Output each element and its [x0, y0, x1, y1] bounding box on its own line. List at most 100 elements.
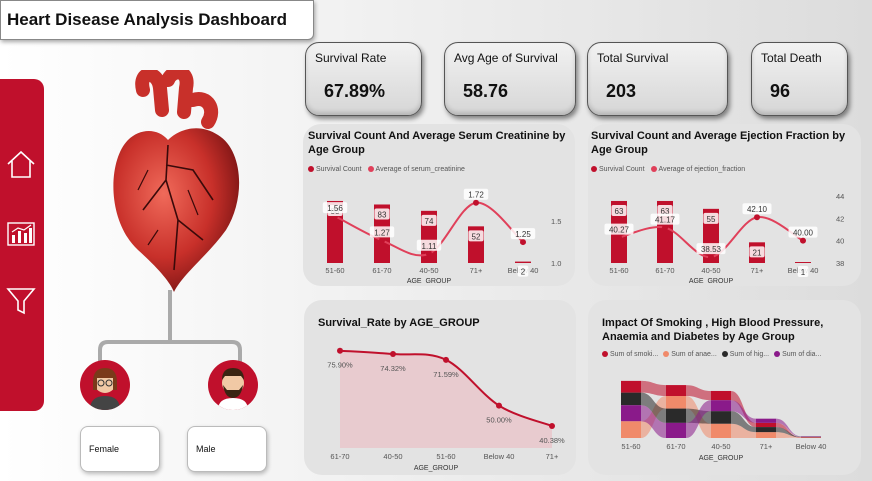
ribbon-bar	[621, 405, 641, 422]
data-label: 74.32%	[380, 364, 406, 373]
kpi-label: Survival Rate	[315, 51, 387, 65]
male-card[interactable]: Male	[187, 426, 267, 472]
chart-title: Survival Count and Average Ejection Frac…	[591, 130, 846, 156]
ribbon-bar	[666, 422, 686, 438]
ribbon	[776, 427, 801, 438]
chart-panel-creatinine: Survival Count And Average Serum Creatin…	[303, 124, 575, 286]
data-label: 38.53	[701, 245, 722, 254]
bar	[795, 262, 811, 263]
ribbon-bar	[711, 411, 731, 424]
male-avatar	[208, 360, 258, 410]
data-label: 2	[521, 268, 526, 277]
kpi-value: 96	[770, 81, 791, 101]
legend-label: Sum of anae...	[671, 351, 717, 358]
ribbon	[776, 432, 801, 438]
x-tick-label: 61-70	[655, 266, 674, 275]
x-tick-label: Below 40	[796, 442, 827, 451]
y2-tick-label: 1.5	[551, 217, 561, 226]
male-label: Male	[196, 444, 216, 454]
kpi-label: Total Death	[761, 51, 822, 65]
filter-icon[interactable]	[4, 283, 38, 317]
data-label-bg	[517, 265, 529, 277]
kpi-label: Avg Age of Survival	[454, 51, 558, 65]
kpi-label: Total Survival	[597, 51, 669, 65]
kpi-survival-rate: Survival Rate 67.89%	[305, 42, 422, 116]
female-label: Female	[89, 444, 120, 454]
kpi-value: 58.76	[463, 81, 509, 101]
kpi-total-survival: Total Survival 203	[587, 42, 728, 116]
data-label-bg	[369, 226, 395, 238]
legend-item: Average of ejection_fraction	[658, 166, 746, 173]
data-label: 1.11	[422, 242, 438, 251]
data-label: 40.00	[793, 229, 814, 238]
y2-tick-label: 40	[836, 237, 844, 246]
chart-title: Survival_Rate by AGE_GROUP	[318, 317, 480, 329]
data-label: 63	[615, 207, 624, 216]
ribbon-bar	[666, 385, 686, 396]
data-label: 75.90%	[327, 361, 353, 370]
legend-item: Sum of anae...	[663, 351, 717, 358]
data-label-bg	[611, 204, 627, 216]
legend-dot	[721, 351, 728, 358]
y2-tick-label: 42	[836, 214, 844, 223]
ribbon	[686, 400, 711, 438]
data-label: 52	[472, 232, 481, 241]
data-label-bg	[749, 246, 765, 258]
chart-panel-ejection: Survival Count and Average Ejection Frac…	[588, 124, 861, 286]
data-label: 40.27	[609, 226, 630, 235]
legend-item: Sum of dia...	[774, 351, 821, 358]
data-label: 83	[378, 210, 387, 219]
ribbon-bar	[756, 422, 776, 428]
y2-tick-label: 1.0	[551, 259, 561, 268]
ribbon-bar	[666, 396, 686, 409]
data-label-bg	[696, 243, 726, 255]
data-label-bg	[657, 204, 673, 216]
x-tick-label: 51-60	[609, 266, 628, 275]
x-tick-label: 40-50	[419, 266, 438, 275]
x-tick-label: 51-60	[436, 452, 455, 461]
female-avatar	[80, 360, 130, 410]
bar	[515, 261, 531, 263]
heart-illustration	[113, 70, 240, 292]
chart-legend: Survival Count Average of serum_creatini…	[308, 166, 465, 173]
ribbon	[776, 418, 801, 437]
x-tick-label: 40-50	[711, 442, 730, 451]
data-label: 55	[707, 215, 716, 224]
line-point	[337, 347, 343, 354]
data-label: 42.10	[747, 205, 768, 214]
legend-dot	[663, 351, 670, 358]
data-label: 1.27	[374, 228, 390, 237]
chart-icon[interactable]	[4, 217, 38, 251]
ribbon	[731, 423, 756, 438]
line-point	[379, 237, 385, 244]
data-label: 74	[425, 217, 434, 226]
x-tick-label: 51-60	[621, 442, 640, 451]
ribbon-chart: 51-60 61-70 40-50 71+ Below 40 AGE_GROUP	[621, 380, 827, 462]
ribbon	[641, 392, 666, 423]
line-point	[754, 214, 760, 221]
x-axis-label: AGE_GROUP	[699, 455, 744, 462]
female-card[interactable]: Female	[80, 426, 160, 472]
x-tick-label: 61-70	[330, 452, 349, 461]
chart-legend: Survival Count Average of ejection_fract…	[591, 166, 745, 173]
x-tick-label: 51-60	[325, 266, 344, 275]
data-label: 1.25	[515, 230, 531, 239]
data-label-bg	[788, 226, 818, 238]
x-tick-label: 61-70	[666, 442, 685, 451]
data-label-bg	[604, 223, 634, 235]
home-icon[interactable]	[4, 147, 38, 181]
data-label-bg	[421, 214, 437, 226]
x-tick-label: 71+	[470, 266, 483, 275]
data-label-bg	[374, 208, 390, 220]
gender-connector	[98, 290, 242, 368]
legend-item: Sum of smoki...	[602, 351, 658, 358]
data-label: 63	[661, 207, 670, 216]
data-label: 41.17	[655, 216, 676, 225]
ribbon-bar	[621, 380, 641, 393]
data-label: 1.56	[327, 204, 343, 213]
data-label-bg	[468, 230, 484, 242]
data-label: 71.59%	[433, 370, 459, 379]
x-tick-label: 40-50	[701, 266, 720, 275]
